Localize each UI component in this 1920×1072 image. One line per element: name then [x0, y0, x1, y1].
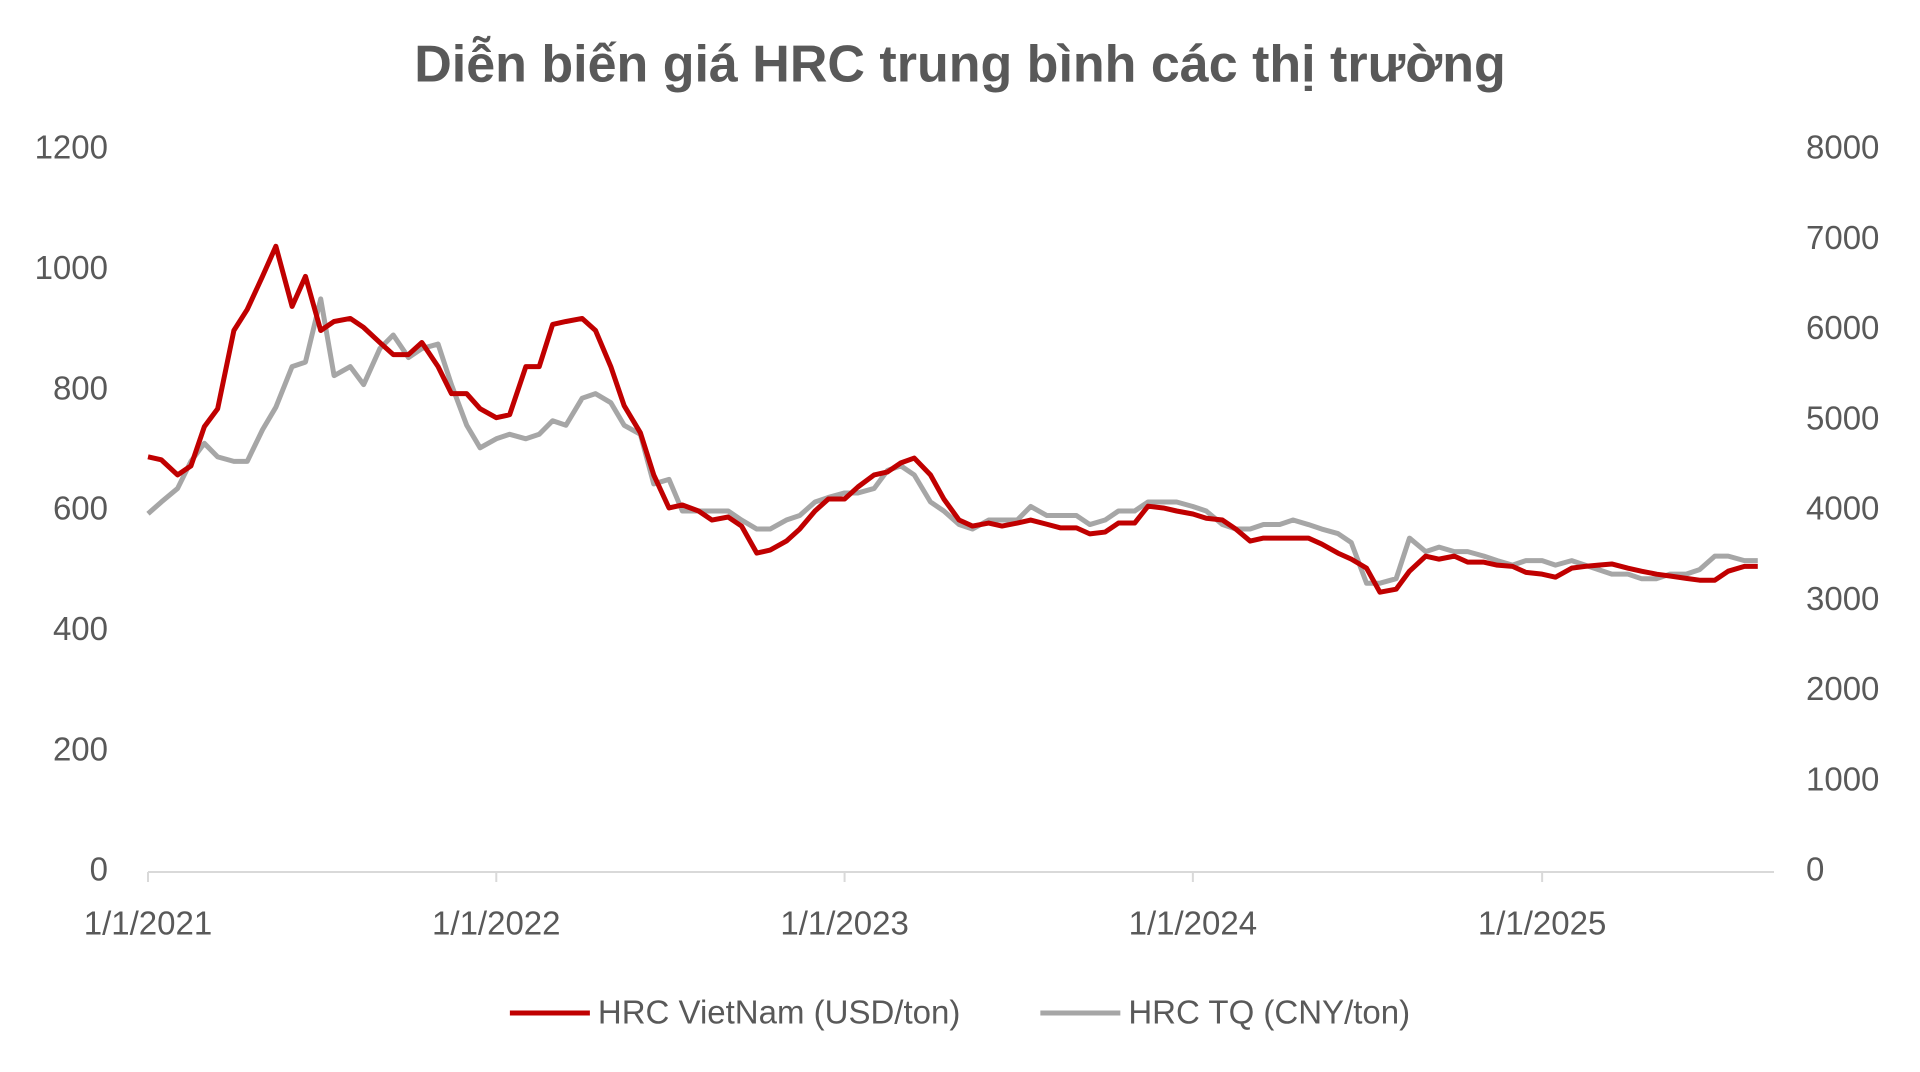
y-tick-label: 400: [53, 610, 108, 647]
y-tick-label: 600: [53, 490, 108, 527]
y2-tick-label: 6000: [1806, 309, 1879, 346]
y-tick-label: 1000: [35, 249, 108, 286]
chart-title: Diễn biến giá HRC trung bình các thị trư…: [414, 36, 1506, 94]
legend-item: HRC TQ (CNY/ton): [1040, 994, 1410, 1031]
y2-tick-label: 8000: [1806, 129, 1879, 166]
y-tick-label: 1200: [35, 129, 108, 166]
legend-item: HRC VietNam (USD/ton): [509, 994, 960, 1031]
y2-tick-label: 4000: [1806, 490, 1879, 527]
y2-tick-label: 2000: [1806, 670, 1879, 707]
y-tick-label: 200: [53, 730, 108, 767]
x-tick-label: 1/1/2023: [780, 905, 908, 942]
legend-label: HRC VietNam (USD/ton): [598, 994, 960, 1031]
legend-label: HRC TQ (CNY/ton): [1128, 994, 1410, 1031]
series-line: [147, 243, 1758, 595]
y2-tick-label: 5000: [1806, 399, 1879, 436]
y2-tick-label: 0: [1806, 851, 1824, 888]
series-line: [146, 296, 1758, 586]
y-tick-label: 0: [90, 851, 108, 888]
y2-tick-label: 7000: [1806, 219, 1879, 256]
x-tick-label: 1/1/2024: [1129, 905, 1257, 942]
x-tick-label: 1/1/2022: [432, 905, 560, 942]
x-tick-label: 1/1/2021: [84, 905, 212, 942]
y2-tick-label: 1000: [1806, 760, 1879, 797]
y2-tick-label: 3000: [1806, 580, 1879, 617]
x-tick-label: 1/1/2025: [1478, 905, 1606, 942]
y-tick-label: 800: [53, 369, 108, 406]
